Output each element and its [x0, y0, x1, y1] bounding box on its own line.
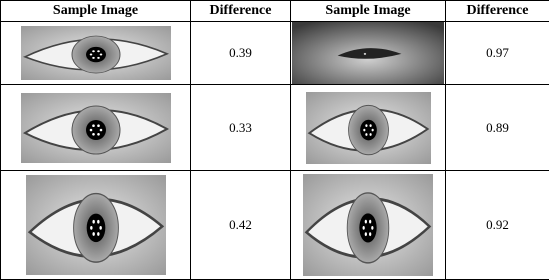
eye-image — [306, 92, 431, 164]
image-cell — [1, 22, 191, 85]
eye-image — [21, 26, 171, 80]
image-cell — [291, 85, 446, 171]
value-cell: 0.42 — [191, 171, 291, 280]
image-cell — [291, 171, 446, 280]
image-cell — [1, 85, 191, 171]
value-cell: 0.39 — [191, 22, 291, 85]
row: 0.33 0.89 — [1, 85, 549, 171]
header-cell: Difference — [446, 1, 549, 22]
header-cell: Difference — [191, 1, 291, 22]
page: Sample Image Difference Sample Image Dif… — [0, 0, 549, 280]
value-cell: 0.97 — [446, 22, 549, 85]
header-cell: Sample Image — [291, 1, 446, 22]
row: 0.42 0.92 — [1, 171, 549, 280]
value-cell: 0.33 — [191, 85, 291, 171]
eye-image — [26, 175, 166, 275]
eye-image — [21, 93, 171, 163]
eye-image — [292, 22, 444, 84]
value-cell: 0.89 — [446, 85, 549, 171]
value-cell: 0.92 — [446, 171, 549, 280]
eye-image — [303, 174, 433, 276]
header-cell: Sample Image — [1, 1, 191, 22]
image-cell — [291, 22, 446, 85]
header-row: Sample Image Difference Sample Image Dif… — [1, 1, 549, 22]
results-table: Sample Image Difference Sample Image Dif… — [0, 0, 549, 280]
image-cell — [1, 171, 191, 280]
row: 0.39 0.97 — [1, 22, 549, 85]
